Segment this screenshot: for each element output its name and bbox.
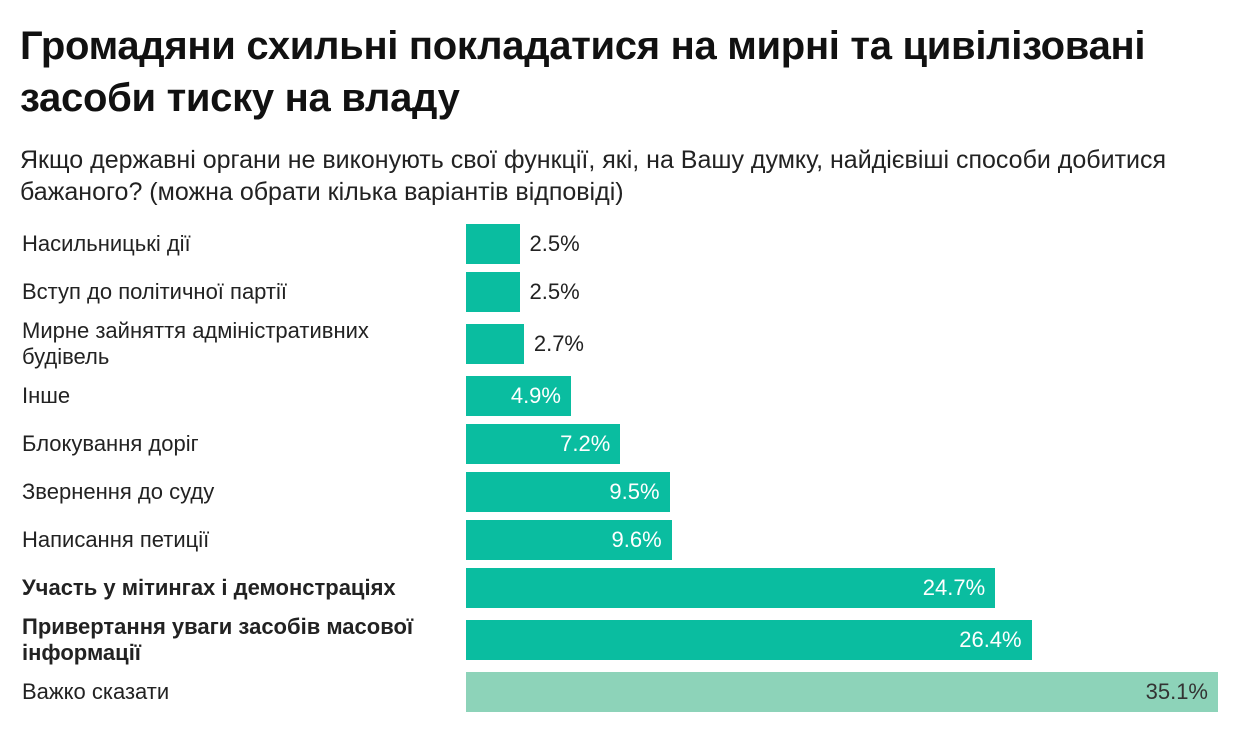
bar [466, 472, 670, 512]
bar-row: Блокування доріг 7.2% [20, 420, 1215, 468]
category-label: Написання петиції [22, 527, 210, 552]
bar [466, 520, 672, 560]
value-label: 9.6% [611, 527, 662, 552]
value-label: 2.5% [529, 231, 580, 256]
bar-row: Участь у мітингах і демонстраціях 24.7% [20, 564, 1215, 612]
value-label: 24.7% [922, 575, 986, 600]
category-label: Важко сказати [22, 679, 170, 704]
bar-row: Важко сказати 35.1% [20, 668, 1218, 716]
bar [466, 424, 621, 464]
chart-subtitle: Якщо державні органи не виконують свої ф… [20, 146, 1167, 206]
value-label: 26.4% [959, 627, 1022, 652]
value-label: 4.9% [510, 383, 561, 408]
category-label: Блокування доріг [22, 431, 199, 456]
bar [466, 272, 520, 312]
category-label: Вступ до політичної партії [22, 279, 288, 304]
bar-row: Привертання уваги засобів масової інформ… [20, 612, 1215, 668]
value-label: 2.5% [529, 279, 580, 304]
bar [466, 672, 1218, 712]
value-label: 35.1% [1145, 679, 1208, 704]
bar-row: Мирне зайняття адміністративних будівель… [20, 316, 1215, 372]
bar-row: Вступ до політичної партії 2.5% [20, 268, 1215, 316]
bar [466, 324, 524, 364]
category-label: Участь у мітингах і демонстраціях [22, 575, 396, 600]
bar-row: Інше 4.9% [20, 372, 1215, 420]
bar-chart: Насильницькі дії 2.5% Вступ до політичної … [20, 220, 1218, 716]
value-label: 7.2% [560, 431, 611, 456]
bar [466, 568, 996, 608]
bar [466, 376, 571, 416]
category-label: Інше [22, 383, 71, 408]
bar-row: Звернення до суду 9.5% [20, 468, 1215, 516]
bar [466, 620, 1032, 660]
bar [466, 224, 520, 264]
chart-title: Громадяни схильні покладатися на мирні т… [20, 24, 1146, 120]
value-label: 2.7% [533, 331, 584, 356]
bar-row: Насильницькі дії 2.5% [20, 220, 1215, 268]
category-label: Мирне зайняття адміністративних будівель [22, 318, 369, 369]
bar-row: Написання петиції 9.6% [20, 516, 1215, 564]
category-label: Звернення до суду [22, 479, 215, 504]
category-label: Насильницькі дії [22, 231, 191, 256]
value-label: 9.5% [609, 479, 660, 504]
category-label: Привертання уваги засобів масової інформ… [22, 614, 414, 665]
